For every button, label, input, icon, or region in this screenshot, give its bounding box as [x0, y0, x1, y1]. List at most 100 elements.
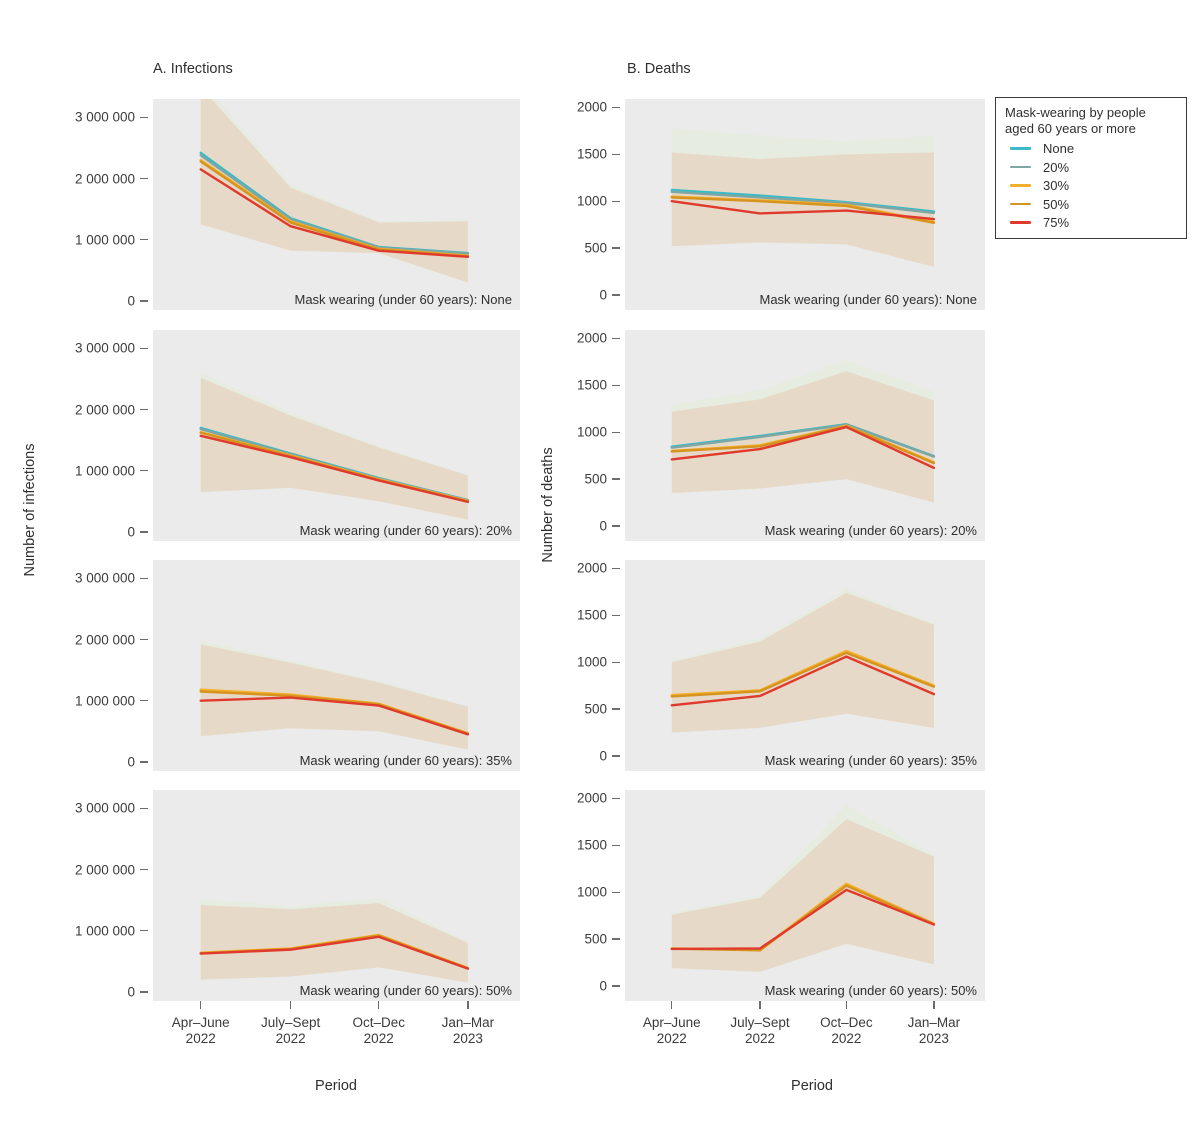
y-tick-mark	[140, 177, 148, 180]
legend-entry-label: 50%	[1043, 196, 1070, 212]
x-tick-label: Jan–Mar 2023	[442, 1015, 495, 1048]
panel-annotation: Mask wearing (under 60 years): 35%	[299, 753, 512, 768]
legend-entries: None 20% 30% 50% 75%	[1005, 141, 1177, 230]
panel-plot-deaths-none	[670, 128, 936, 267]
y-tick-label: 3 000 000	[74, 800, 135, 816]
x-tick-mark	[671, 1001, 673, 1009]
x-tick-mark	[759, 1001, 761, 1009]
y-tick-label: 3 000 000	[74, 340, 135, 356]
y-tick-label: 1000	[576, 424, 607, 440]
y-tick-mark	[612, 755, 620, 757]
x-tick-line: 2022	[275, 1031, 306, 1047]
panel-plot-infections-none	[199, 99, 470, 283]
legend-entry-75%: 75%	[1005, 215, 1177, 230]
y-tick-mark	[140, 868, 148, 871]
y-tick-label: 1 000 000	[74, 463, 135, 479]
y-tick-label: 2000	[576, 330, 607, 346]
series-line-50%	[670, 424, 936, 465]
legend-entry-label: None	[1043, 141, 1075, 156]
panel-annotation: Mask wearing (under 60 years): 20%	[299, 523, 512, 538]
y-tick-label: 0	[127, 754, 135, 770]
x-tick-mark	[289, 1001, 292, 1009]
y-tick-mark	[140, 638, 148, 641]
y-tick-label: 2 000 000	[74, 171, 135, 186]
y-tick-mark	[140, 300, 148, 302]
y-tick-label: 3 000 000	[74, 570, 135, 586]
x-tick-line: Jan–Mar	[441, 1015, 495, 1030]
series-line-75%	[670, 200, 936, 221]
y-tick-mark	[140, 408, 148, 411]
y-tick-mark	[612, 938, 620, 940]
legend-entry-label: 75%	[1043, 215, 1070, 230]
y-tick-mark	[140, 699, 148, 702]
y-tick-label: 0	[599, 978, 607, 994]
series-line-75%	[199, 434, 470, 504]
y-tick-label: 0	[599, 518, 607, 534]
y-tick-mark	[140, 929, 148, 932]
legend-entry-30%: 30%	[1005, 178, 1177, 193]
series-line-75%	[670, 425, 936, 470]
y-tick-mark	[612, 200, 620, 202]
y-tick-label: 2000	[576, 99, 607, 115]
y-tick-label: 2000	[576, 560, 607, 576]
y-tick-mark	[612, 525, 620, 527]
y-axis-title-deaths: Number of deaths	[540, 447, 556, 563]
y-tick-mark	[140, 116, 148, 119]
y-tick-label: 2 000 000	[74, 862, 135, 877]
x-tick-label: Oct–Dec 2022	[352, 1015, 405, 1048]
y-tick-mark	[612, 294, 620, 296]
y-tick-label: 0	[127, 524, 135, 540]
panel-deaths-none: Mask wearing (under 60 years): None	[625, 99, 985, 310]
y-tick-mark	[140, 577, 148, 580]
x-tick-line: 2022	[185, 1031, 216, 1047]
y-tick-label: 1000	[576, 654, 607, 670]
y-tick-label: 1500	[576, 146, 607, 162]
y-tick-label: 3 000 000	[74, 109, 135, 125]
x-tick-line: 2022	[656, 1031, 687, 1047]
x-tick-line: 2023	[452, 1031, 483, 1047]
panel-plot-deaths-20	[670, 360, 936, 503]
y-tick-mark	[612, 614, 620, 617]
legend-entry-50%: 50%	[1005, 197, 1177, 212]
x-tick-mark	[200, 1001, 202, 1009]
y-tick-label: 500	[584, 931, 607, 947]
panel-infections-35: Mask wearing (under 60 years): 35%	[153, 560, 520, 771]
x-tick-line: 2022	[831, 1031, 862, 1047]
panel-plot-infections-35	[199, 640, 470, 750]
x-tick-line: July–Sept	[730, 1015, 790, 1030]
y-tick-mark	[140, 347, 148, 350]
x-tick-label: Jan–Mar 2023	[908, 1015, 961, 1048]
legend-swatch-icon	[1010, 147, 1031, 150]
legend-swatch-icon	[1010, 221, 1031, 224]
x-tick-line: Oct–Dec	[820, 1015, 873, 1030]
legend-swatch-icon	[1010, 165, 1031, 169]
y-tick-label: 1 000 000	[74, 232, 135, 248]
y-tick-label: 500	[584, 240, 607, 256]
panel-b-title: B. Deaths	[627, 61, 691, 77]
panel-annotation: Mask wearing (under 60 years): None	[294, 292, 513, 307]
x-tick-label: July–Sept 2022	[730, 1015, 789, 1048]
panel-annotation: Mask wearing (under 60 years): 35%	[764, 753, 977, 768]
legend-swatch-icon	[1010, 184, 1031, 187]
y-tick-mark	[140, 469, 148, 472]
panel-deaths-35: Mask wearing (under 60 years): 35%	[625, 560, 985, 771]
uncertainty-band	[200, 99, 468, 283]
y-tick-mark	[612, 247, 620, 249]
y-tick-mark	[612, 661, 620, 663]
panel-infections-none: Mask wearing (under 60 years): None	[153, 99, 520, 310]
series-line-50%	[670, 651, 936, 698]
panel-infections-50: Mask wearing (under 60 years): 50%	[153, 790, 520, 1001]
y-tick-mark	[140, 807, 148, 810]
series-line-75%	[670, 655, 936, 707]
y-tick-mark	[612, 431, 620, 433]
y-tick-mark	[140, 991, 148, 993]
panel-deaths-50: Mask wearing (under 60 years): 50%	[625, 790, 985, 1001]
y-tick-mark	[612, 567, 620, 570]
y-tick-label: 1000	[576, 193, 607, 209]
y-tick-mark	[612, 891, 620, 893]
y-tick-label: 2 000 000	[74, 402, 135, 417]
panel-annotation: Mask wearing (under 60 years): 20%	[764, 523, 977, 538]
legend-entry-label: 20%	[1043, 159, 1070, 175]
y-tick-label: 0	[127, 293, 135, 309]
x-tick-label: Apr–June 2022	[172, 1015, 230, 1048]
